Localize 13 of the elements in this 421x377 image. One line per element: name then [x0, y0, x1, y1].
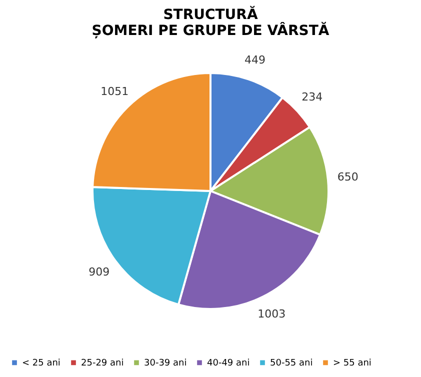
- data-label: 234: [302, 90, 323, 104]
- data-label: 449: [244, 53, 266, 66]
- data-label: 1051: [100, 84, 129, 98]
- legend-label: 50-55 ani: [270, 358, 313, 369]
- data-label: 1003: [258, 308, 286, 321]
- legend-label: < 25 ani: [22, 358, 60, 369]
- legend-label: 25-29 ani: [81, 358, 124, 369]
- data-label: 909: [88, 265, 110, 278]
- chart-title: STRUCTURĂ ȘOMERI PE GRUPE DE VÂRSTĂ: [92, 5, 330, 39]
- legend-label: > 55 ani: [333, 358, 372, 369]
- legend-label: 40-49 ani: [207, 358, 250, 369]
- data-label: 650: [337, 170, 358, 184]
- legend-label: 30-39 ani: [144, 358, 187, 369]
